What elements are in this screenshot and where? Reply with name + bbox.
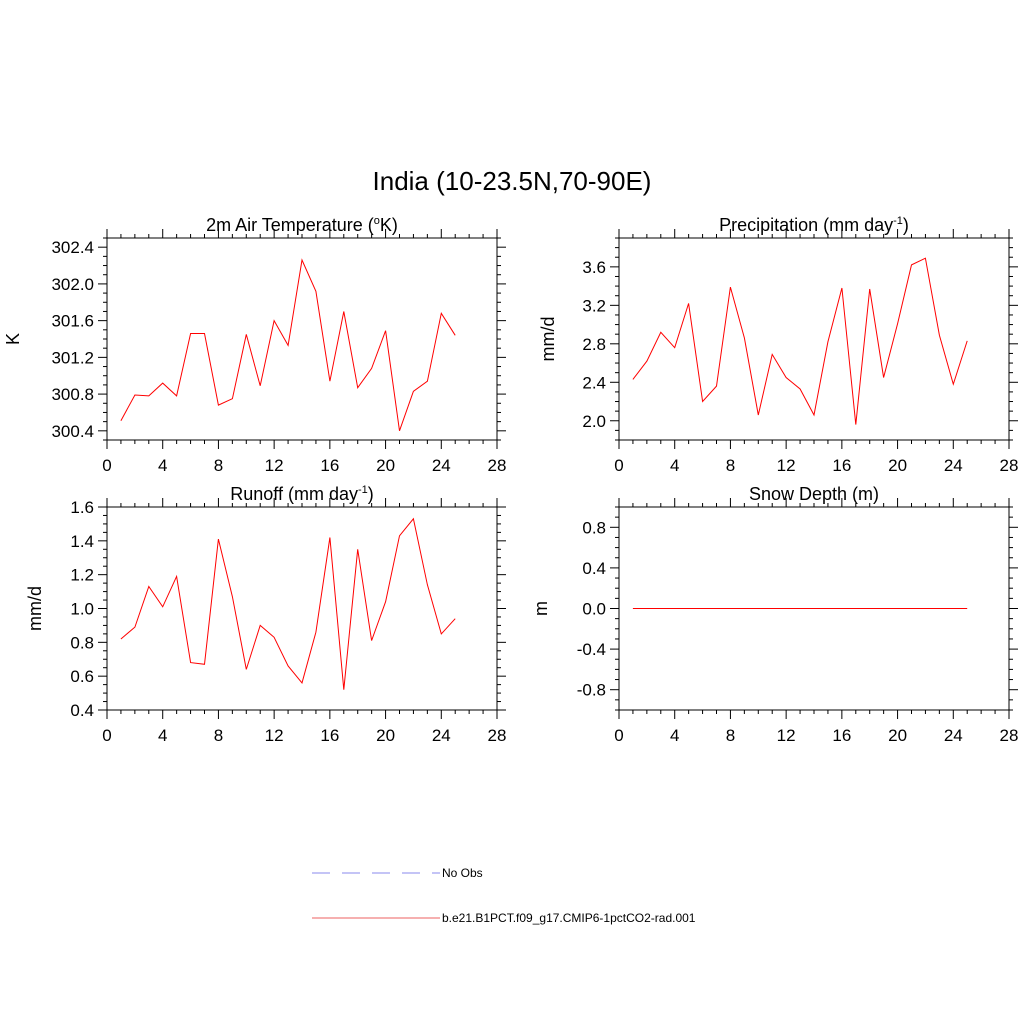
panel-title: Snow Depth (m) xyxy=(749,484,879,504)
series-line xyxy=(120,258,456,431)
y-tick-label: 0.4 xyxy=(582,559,606,578)
legend: No Obs b.e21.B1PCT.f09_g17.CMIP6-1pctCO2… xyxy=(312,866,696,925)
y-tick-label: 2.4 xyxy=(582,373,606,392)
y-tick-label: 300.4 xyxy=(51,422,94,441)
panel-title: Precipitation (mm day-1) xyxy=(719,215,909,235)
series-line xyxy=(120,517,456,690)
y-tick-label: 0.6 xyxy=(70,667,94,686)
y-tick-label: 0.0 xyxy=(582,600,606,619)
y-tick-label: 2.0 xyxy=(582,412,606,431)
y-axis-label: mm/d xyxy=(538,317,558,362)
x-tick-label: 20 xyxy=(888,726,907,745)
panel-snow-depth: Snow Depth (m) m 0 4 8 12 16 20 24 28 -0.8 -0.4 0.0 0… xyxy=(531,484,1018,745)
x-tick-label: 4 xyxy=(670,726,679,745)
x-tick-label: 28 xyxy=(488,726,507,745)
panel-title: Runoff (mm day-1) xyxy=(230,484,374,504)
plot-frame xyxy=(106,237,498,441)
x-tick-label: 16 xyxy=(320,456,339,475)
x-tick-label: 28 xyxy=(1000,726,1019,745)
y-tick-label: 302.4 xyxy=(51,238,94,257)
legend-label-model: b.e21.B1PCT.f09_g17.CMIP6-1pctCO2-rad.00… xyxy=(442,911,696,925)
y-tick-label: 0.8 xyxy=(70,633,94,652)
x-tick-label: 16 xyxy=(832,456,851,475)
y-tick-label: 301.6 xyxy=(51,312,94,331)
x-tick-label: 4 xyxy=(158,726,167,745)
x-tick-label: 20 xyxy=(376,726,395,745)
x-tick-label: 0 xyxy=(614,726,623,745)
x-tick-label: 12 xyxy=(265,456,284,475)
y-axis-label: K xyxy=(3,333,23,345)
y-axis-label: m xyxy=(531,601,551,616)
x-tick-label: 8 xyxy=(726,726,735,745)
x-tick-label: 24 xyxy=(432,726,451,745)
x-tick-label: 20 xyxy=(376,456,395,475)
x-tick-label: 8 xyxy=(214,726,223,745)
y-tick-label: 3.6 xyxy=(582,258,606,277)
x-tick-label: 4 xyxy=(158,456,167,475)
y-tick-label: 2.8 xyxy=(582,335,606,354)
x-tick-label: 24 xyxy=(944,456,963,475)
x-tick-label: 0 xyxy=(102,726,111,745)
x-tick-label: 4 xyxy=(670,456,679,475)
plot-frame xyxy=(106,506,498,711)
y-tick-label: 301.2 xyxy=(51,348,94,367)
y-tick-label: 1.0 xyxy=(70,600,94,619)
x-tick-label: 12 xyxy=(777,456,796,475)
legend-label-no-obs: No Obs xyxy=(442,866,483,880)
series-line xyxy=(632,257,968,425)
y-tick-label: 0.4 xyxy=(70,701,94,720)
x-tick-label: 16 xyxy=(832,726,851,745)
panel-title: 2m Air Temperature (oK) xyxy=(206,215,398,235)
main-title: India (10-23.5N,70-90E) xyxy=(373,166,652,196)
x-tick-label: 0 xyxy=(102,456,111,475)
y-tick-label: 302.0 xyxy=(51,275,94,294)
y-tick-label: -0.4 xyxy=(577,640,606,659)
y-tick-label: -0.8 xyxy=(577,681,606,700)
x-tick-label: 16 xyxy=(320,726,339,745)
x-tick-label: 28 xyxy=(488,456,507,475)
x-tick-label: 24 xyxy=(432,456,451,475)
y-tick-label: 3.2 xyxy=(582,296,606,315)
panel-precipitation: Precipitation (mm day-1) mm/d 0 4 8 12 16 20 24 2… xyxy=(538,215,1018,475)
x-tick-label: 24 xyxy=(944,726,963,745)
panel-air-temperature: 2m Air Temperature (oK) K 0 4 8 12 16 20 24 28 300… xyxy=(3,215,506,475)
x-tick-label: 12 xyxy=(777,726,796,745)
x-tick-label: 12 xyxy=(265,726,284,745)
panel-runoff: Runoff (mm day-1) mm/d 0 4 8 12 16 20 24 28 0.4 0.6… xyxy=(25,484,506,745)
x-tick-label: 8 xyxy=(214,456,223,475)
x-tick-label: 28 xyxy=(1000,456,1019,475)
x-tick-label: 8 xyxy=(726,456,735,475)
x-tick-label: 20 xyxy=(888,456,907,475)
y-tick-label: 1.2 xyxy=(70,566,94,585)
y-tick-label: 0.8 xyxy=(582,518,606,537)
y-tick-label: 1.6 xyxy=(70,498,94,517)
x-tick-label: 0 xyxy=(614,456,623,475)
y-tick-label: 300.8 xyxy=(51,385,94,404)
y-tick-label: 1.4 xyxy=(70,532,94,551)
y-axis-label: mm/d xyxy=(25,586,45,631)
